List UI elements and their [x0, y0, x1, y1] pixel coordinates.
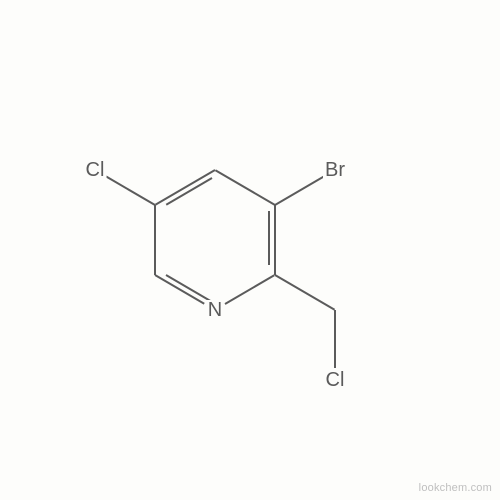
atom-label-n: N	[206, 300, 224, 320]
bond-line	[225, 274, 276, 305]
bond-line	[268, 211, 270, 265]
atom-label-cl: Cl	[84, 160, 107, 180]
atom-label-cl: Cl	[324, 370, 347, 390]
bond-line	[166, 177, 213, 206]
bond-line	[155, 169, 216, 206]
atom-label-br: Br	[323, 160, 347, 180]
structure-canvas: N Cl Br Cl	[0, 0, 500, 500]
bond-line	[154, 205, 156, 275]
bond-line	[274, 205, 276, 275]
bond-line	[105, 175, 156, 206]
source-watermark: lookchem.com	[419, 482, 492, 494]
bond-line	[334, 310, 336, 368]
bond-line	[166, 274, 213, 303]
bond-line	[274, 274, 335, 311]
bond-line	[154, 274, 205, 305]
bond-line	[274, 175, 325, 206]
bond-line	[215, 169, 276, 206]
